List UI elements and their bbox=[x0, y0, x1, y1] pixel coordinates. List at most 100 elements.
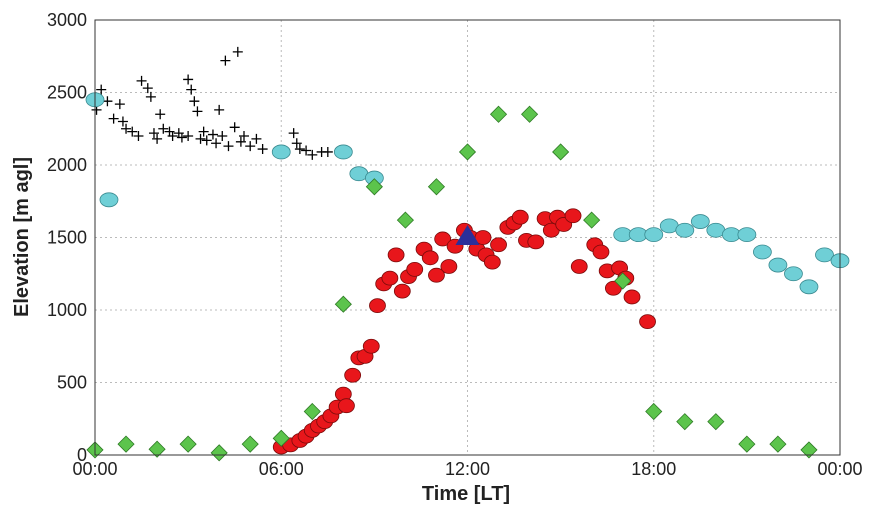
point bbox=[145, 91, 156, 102]
point bbox=[799, 279, 819, 295]
point bbox=[365, 178, 383, 196]
point bbox=[127, 126, 138, 137]
x-axis-label: Time [LT] bbox=[422, 483, 510, 505]
point bbox=[338, 398, 355, 414]
point bbox=[158, 123, 169, 134]
point bbox=[511, 209, 529, 225]
point bbox=[455, 225, 480, 246]
point bbox=[271, 144, 291, 160]
point bbox=[167, 131, 178, 141]
point bbox=[96, 84, 107, 95]
point bbox=[241, 435, 259, 453]
point bbox=[189, 96, 200, 107]
point bbox=[176, 132, 187, 143]
point bbox=[301, 145, 312, 156]
point bbox=[232, 46, 243, 57]
point bbox=[570, 259, 588, 274]
point bbox=[195, 133, 206, 144]
point bbox=[214, 104, 225, 115]
point bbox=[229, 122, 240, 133]
point bbox=[133, 131, 144, 141]
point bbox=[322, 146, 333, 157]
x-tick-label: 18:00 bbox=[631, 459, 676, 479]
point bbox=[737, 227, 757, 243]
y-tick-label: 0 bbox=[77, 445, 87, 465]
point bbox=[99, 192, 119, 208]
y-tick-label: 3000 bbox=[47, 10, 87, 30]
plot-border bbox=[94, 19, 841, 456]
point bbox=[738, 435, 756, 453]
point bbox=[245, 141, 256, 152]
point bbox=[690, 214, 710, 229]
point bbox=[800, 441, 818, 459]
point bbox=[217, 131, 228, 141]
point bbox=[183, 74, 194, 85]
point bbox=[644, 227, 664, 243]
point bbox=[211, 138, 222, 149]
point bbox=[564, 208, 582, 224]
point bbox=[552, 143, 570, 161]
x-tick-label: 00:00 bbox=[72, 459, 117, 479]
point bbox=[675, 222, 695, 238]
point bbox=[614, 272, 632, 290]
point bbox=[117, 435, 135, 453]
point bbox=[645, 402, 663, 421]
point bbox=[521, 105, 539, 123]
point bbox=[183, 131, 194, 141]
y-axis-label: Elevation [m agl] bbox=[11, 157, 33, 317]
point bbox=[427, 178, 446, 196]
point bbox=[369, 298, 386, 314]
y-tick-label: 2500 bbox=[47, 83, 87, 103]
point bbox=[707, 413, 725, 431]
point bbox=[639, 314, 656, 330]
point bbox=[142, 83, 153, 94]
point bbox=[155, 109, 166, 120]
point bbox=[333, 144, 353, 160]
x-tick-label: 12:00 bbox=[445, 459, 490, 479]
point bbox=[583, 211, 601, 229]
y-tick-label: 1000 bbox=[47, 300, 87, 320]
point bbox=[210, 444, 228, 462]
point bbox=[381, 270, 399, 286]
point bbox=[192, 106, 203, 117]
point bbox=[235, 136, 246, 147]
point bbox=[623, 289, 641, 305]
point bbox=[489, 105, 508, 123]
point bbox=[294, 144, 305, 155]
point bbox=[592, 244, 610, 260]
x-tick-label: 06:00 bbox=[259, 459, 304, 479]
y-tick-label: 1500 bbox=[47, 228, 87, 248]
point bbox=[815, 247, 834, 263]
point bbox=[676, 413, 694, 431]
point bbox=[334, 295, 352, 313]
point bbox=[406, 261, 424, 277]
point bbox=[201, 135, 212, 146]
point bbox=[387, 247, 405, 263]
point bbox=[136, 75, 147, 86]
point bbox=[207, 129, 218, 140]
point bbox=[344, 367, 362, 383]
point bbox=[396, 211, 414, 229]
point bbox=[114, 99, 125, 110]
point bbox=[490, 237, 507, 253]
point bbox=[198, 126, 209, 137]
point bbox=[291, 138, 302, 149]
point bbox=[251, 133, 262, 144]
point bbox=[474, 230, 492, 245]
point bbox=[483, 254, 501, 270]
point bbox=[148, 440, 166, 458]
point bbox=[239, 131, 249, 141]
y-tick-label: 500 bbox=[57, 373, 87, 393]
point bbox=[421, 250, 439, 266]
point bbox=[362, 338, 380, 354]
point bbox=[440, 259, 458, 274]
point bbox=[223, 141, 234, 152]
point bbox=[117, 116, 128, 127]
y-tick-label: 2000 bbox=[47, 155, 87, 175]
point bbox=[148, 128, 159, 139]
point bbox=[288, 128, 299, 139]
point bbox=[752, 244, 772, 260]
point bbox=[152, 133, 163, 144]
point bbox=[458, 143, 477, 161]
